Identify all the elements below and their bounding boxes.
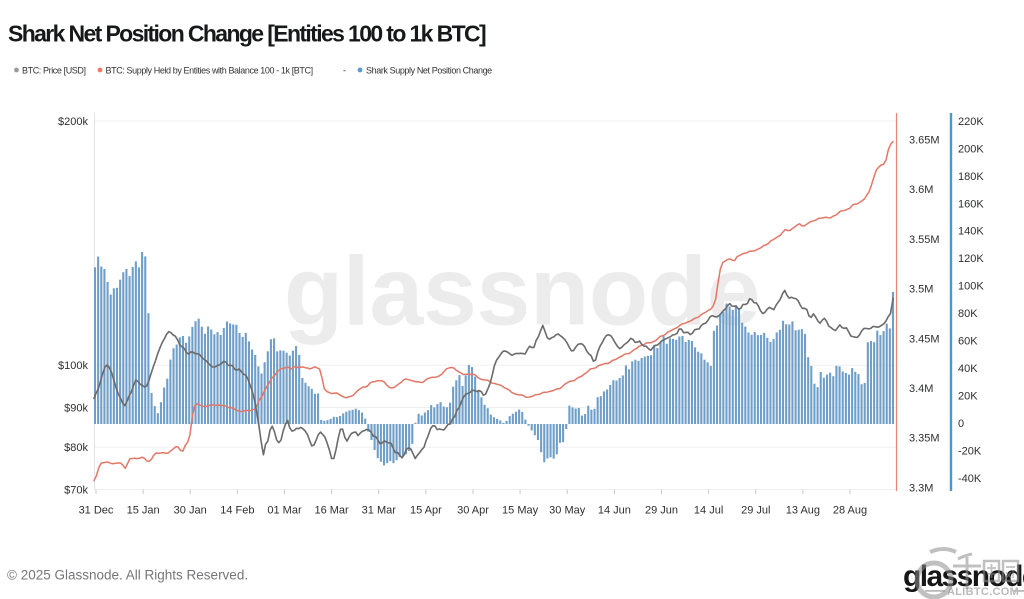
- svg-text:glassnode: glassnode: [284, 237, 760, 346]
- svg-text:60K: 60K: [958, 336, 978, 348]
- svg-text:© 2025 Glassnode. All Rights R: © 2025 Glassnode. All Rights Reserved.: [7, 568, 248, 583]
- svg-text:140K: 140K: [958, 226, 984, 238]
- svg-text:13 Aug: 13 Aug: [786, 505, 820, 517]
- svg-text:3.3M: 3.3M: [909, 482, 933, 494]
- svg-text:100K: 100K: [958, 281, 984, 293]
- svg-text:14 Jul: 14 Jul: [694, 505, 723, 517]
- svg-text:15 Jan: 15 Jan: [127, 505, 160, 517]
- svg-text:29 Jul: 29 Jul: [741, 505, 770, 517]
- svg-text:Shark Supply Net Position Chan: Shark Supply Net Position Change: [366, 66, 492, 76]
- svg-text:40K: 40K: [958, 363, 978, 375]
- svg-text:28 Aug: 28 Aug: [833, 505, 867, 517]
- svg-text:80K: 80K: [958, 308, 978, 320]
- svg-text:29 Jun: 29 Jun: [645, 505, 678, 517]
- svg-text:BTC: Price [USD]: BTC: Price [USD]: [22, 66, 86, 76]
- svg-text:-: -: [343, 66, 346, 76]
- svg-text:3.35M: 3.35M: [909, 433, 940, 445]
- svg-text:3.65M: 3.65M: [909, 135, 940, 147]
- svg-text:30 Jan: 30 Jan: [174, 505, 207, 517]
- svg-text:220K: 220K: [958, 116, 984, 128]
- svg-text:BTC: Supply Held by Entities w: BTC: Supply Held by Entities with Balanc…: [106, 66, 313, 76]
- svg-text:$70k: $70k: [64, 484, 88, 496]
- svg-text:30 Apr: 30 Apr: [457, 505, 489, 517]
- svg-text:-40K: -40K: [958, 473, 982, 485]
- svg-text:ALIBTC.COM: ALIBTC.COM: [947, 586, 1019, 598]
- svg-text:Shark Net Position Change [Ent: Shark Net Position Change [Entities 100 …: [8, 21, 486, 47]
- svg-text:180K: 180K: [958, 171, 984, 183]
- svg-text:15 May: 15 May: [502, 505, 539, 517]
- svg-text:14 Feb: 14 Feb: [220, 505, 254, 517]
- svg-text:31 Mar: 31 Mar: [362, 505, 397, 517]
- svg-text:120K: 120K: [958, 253, 984, 265]
- svg-text:20K: 20K: [958, 391, 978, 403]
- svg-text:16 Mar: 16 Mar: [314, 505, 349, 517]
- svg-text:$200k: $200k: [58, 116, 88, 128]
- svg-text:0: 0: [958, 418, 964, 430]
- svg-text:200K: 200K: [958, 143, 984, 155]
- svg-text:31 Dec: 31 Dec: [79, 505, 114, 517]
- svg-text:$90k: $90k: [64, 402, 88, 414]
- svg-text:3.55M: 3.55M: [909, 234, 940, 246]
- svg-text:3.45M: 3.45M: [909, 333, 940, 345]
- svg-text:160K: 160K: [958, 198, 984, 210]
- svg-text:14 Jun: 14 Jun: [598, 505, 631, 517]
- svg-text:$100k: $100k: [58, 360, 88, 372]
- svg-text:-20K: -20K: [958, 445, 982, 457]
- svg-text:3.5M: 3.5M: [909, 284, 933, 296]
- svg-text:3.6M: 3.6M: [909, 184, 933, 196]
- svg-text:15 Apr: 15 Apr: [410, 505, 442, 517]
- svg-text:30 May: 30 May: [549, 505, 586, 517]
- svg-text:01 Mar: 01 Mar: [267, 505, 302, 517]
- svg-text:$80k: $80k: [64, 442, 88, 454]
- svg-text:3.4M: 3.4M: [909, 383, 933, 395]
